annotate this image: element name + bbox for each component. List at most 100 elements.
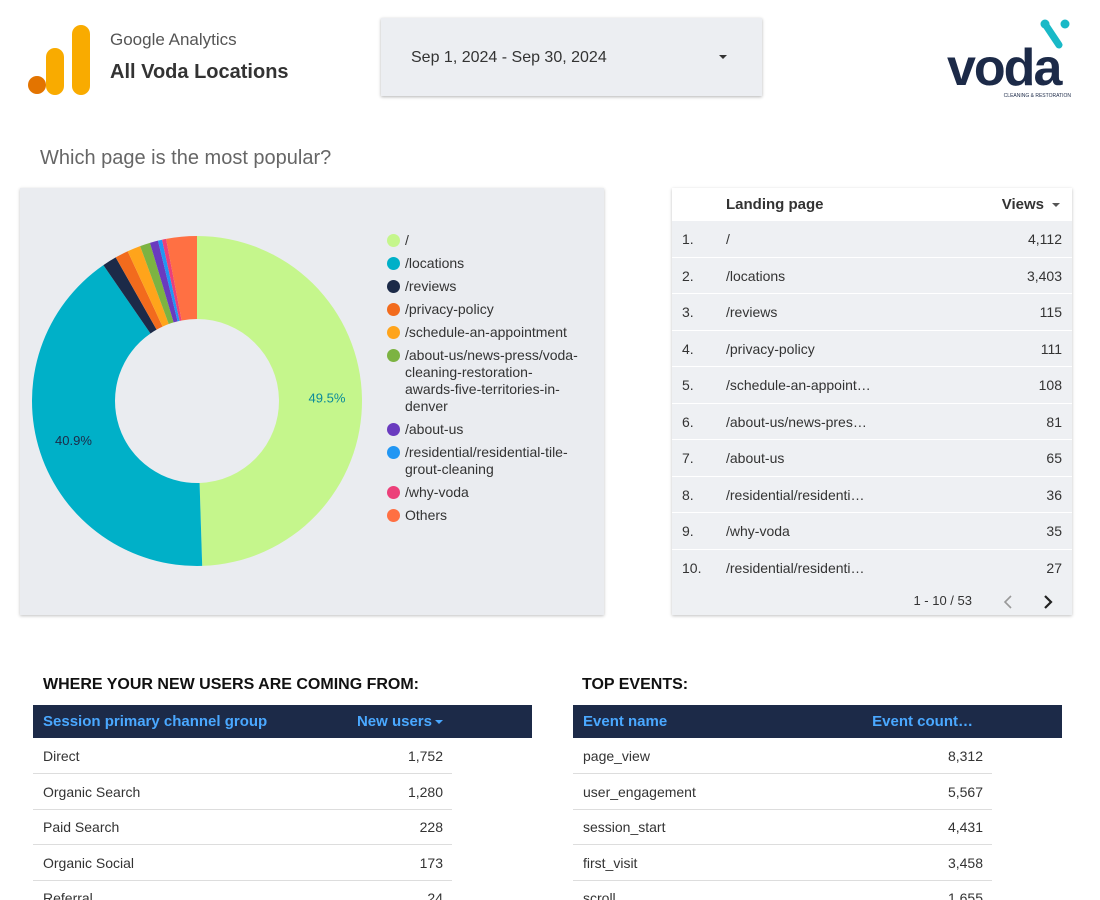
pie-slice [32,265,203,566]
ga-logo [28,25,90,95]
table-row: 10. /residential/residenti… 27 [672,548,1072,586]
row-index: 10. [682,559,702,576]
table-row: 9. /why-voda 35 [672,512,1072,549]
row-label: Paid Search [43,819,120,835]
legend-label: /privacy-policy [405,301,494,317]
legend-label: /residential/residential-tile-grout-clea… [405,444,568,477]
pie-slice [103,257,157,334]
page-path: /schedule-an-appoint… [726,377,871,393]
donut-chart: 49.5% 40.9% [32,236,362,566]
events-table: Event name Event count… page_view 8,312 user… [573,705,1062,900]
legend-entry: /privacy-policy [385,301,580,318]
row-value: 228 [419,819,443,835]
page-path: /privacy-policy [726,340,815,357]
row-value: 173 [419,854,443,871]
page-path: /about-us/news-pres… [726,413,867,430]
views-value: 4,112 [1028,231,1062,247]
logo-text: voda [947,39,1063,97]
row-index: 9. [682,523,694,539]
legend-swatch [387,326,400,339]
legend-swatch [387,446,400,459]
column-header[interactable]: Event count… [872,713,973,730]
table-row: user_engagement 5,567 [573,774,992,810]
date-picker[interactable]: Sep 1, 2024 - Sep 30, 2024 [381,18,762,96]
row-index: 8. [682,486,694,503]
row-value: 1,655 [947,890,983,900]
table-row: session_start 4,431 [573,809,992,845]
page-path: /reviews [726,304,778,320]
table-row: Organic Social 173 [33,845,452,881]
table-title: TOP EVENTS: [582,676,689,693]
row-index: 6. [682,413,694,430]
table-header-bg [672,188,1072,220]
pie-slice [115,251,163,330]
slice-label: 40.9% [55,433,92,448]
column-header[interactable]: New users [356,713,432,730]
row-index: 1. [682,231,694,247]
row-index: 3. [682,304,694,320]
legend-label: /why-voda [405,484,469,500]
legend-swatch [387,509,400,522]
row-index: 4. [682,340,694,357]
table-row: Referral 24 [33,880,452,900]
row-label: scroll [583,890,616,900]
table-row: 3. /reviews 115 [672,293,1072,330]
pagination-buttons[interactable] [997,592,1067,612]
legend-entry: /residential/residential-tile-grout-clea… [385,444,580,478]
pie-slice [197,236,362,566]
views-value: 27 [1046,559,1062,576]
table-row: Organic Search 1,280 [33,774,452,810]
legend: / /locations/reviews/privacy-policy/sched… [385,232,580,530]
row-label: Referral [43,890,93,900]
row-index: 2. [682,267,694,284]
pie-slice [157,239,180,322]
pie-slice [149,240,178,323]
legend-entry: /why-voda [385,484,580,501]
legend-entry: /locations [385,255,580,272]
row-label: user_engagement [583,783,696,800]
column-header: Landing page [726,196,824,213]
table-row: Paid Search 228 [33,809,452,845]
page-path: /why-voda [726,523,790,539]
legend-label: /reviews [405,278,457,294]
table-row: 4. /privacy-policy 111 [672,329,1072,367]
page-path: /about-us [726,450,785,466]
row-value: 4,431 [947,819,983,835]
column-header[interactable]: Views [1001,196,1044,213]
voda-logo: voda CLEANING & RESTORATION [947,19,1071,99]
legend-swatch [387,303,400,316]
section-question: Which page is the most popular? [40,147,332,169]
row-value: 5,567 [947,783,983,800]
legend-label: /schedule-an-appointment [405,324,567,340]
table-row: page_view 8,312 [573,738,992,774]
pie-slice [140,242,174,325]
legend-swatch [387,423,400,436]
views-value: 35 [1046,523,1062,539]
date-range: Sep 1, 2024 - Sep 30, 2024 [411,49,607,66]
pie-slice [127,246,169,327]
legend-entry: /schedule-an-appointment [385,324,580,341]
sort-arrow [1052,203,1060,207]
report-name: All Voda Locations [110,61,289,83]
views-value: 108 [1038,377,1062,393]
row-index: 5. [682,377,694,393]
pagination: 1 - 10 / 53 [913,593,972,608]
legend-swatch [387,257,400,270]
table-header-bg [573,705,1062,738]
row-label: first_visit [583,854,638,871]
product-name: Google Analytics [110,30,237,49]
legend-swatch [387,280,400,293]
views-value: 111 [1040,340,1062,357]
column-header: Event name [583,713,668,730]
table-title: WHERE YOUR NEW USERS ARE COMING FROM: [43,676,420,693]
page-path: /locations [726,267,786,284]
slice-label: 49.5% [309,390,346,405]
table-row: 2. /locations 3,403 [672,256,1072,294]
views-value: 65 [1046,450,1062,466]
row-label: Direct [43,748,80,764]
table-row: scroll 1,655 [573,880,992,900]
page-path: /residential/residenti… [726,486,865,503]
legend-entry: /about-us/news-press/voda-cleaning-resto… [385,347,580,415]
row-value: 3,458 [947,854,983,871]
row-value: 24 [427,890,443,900]
